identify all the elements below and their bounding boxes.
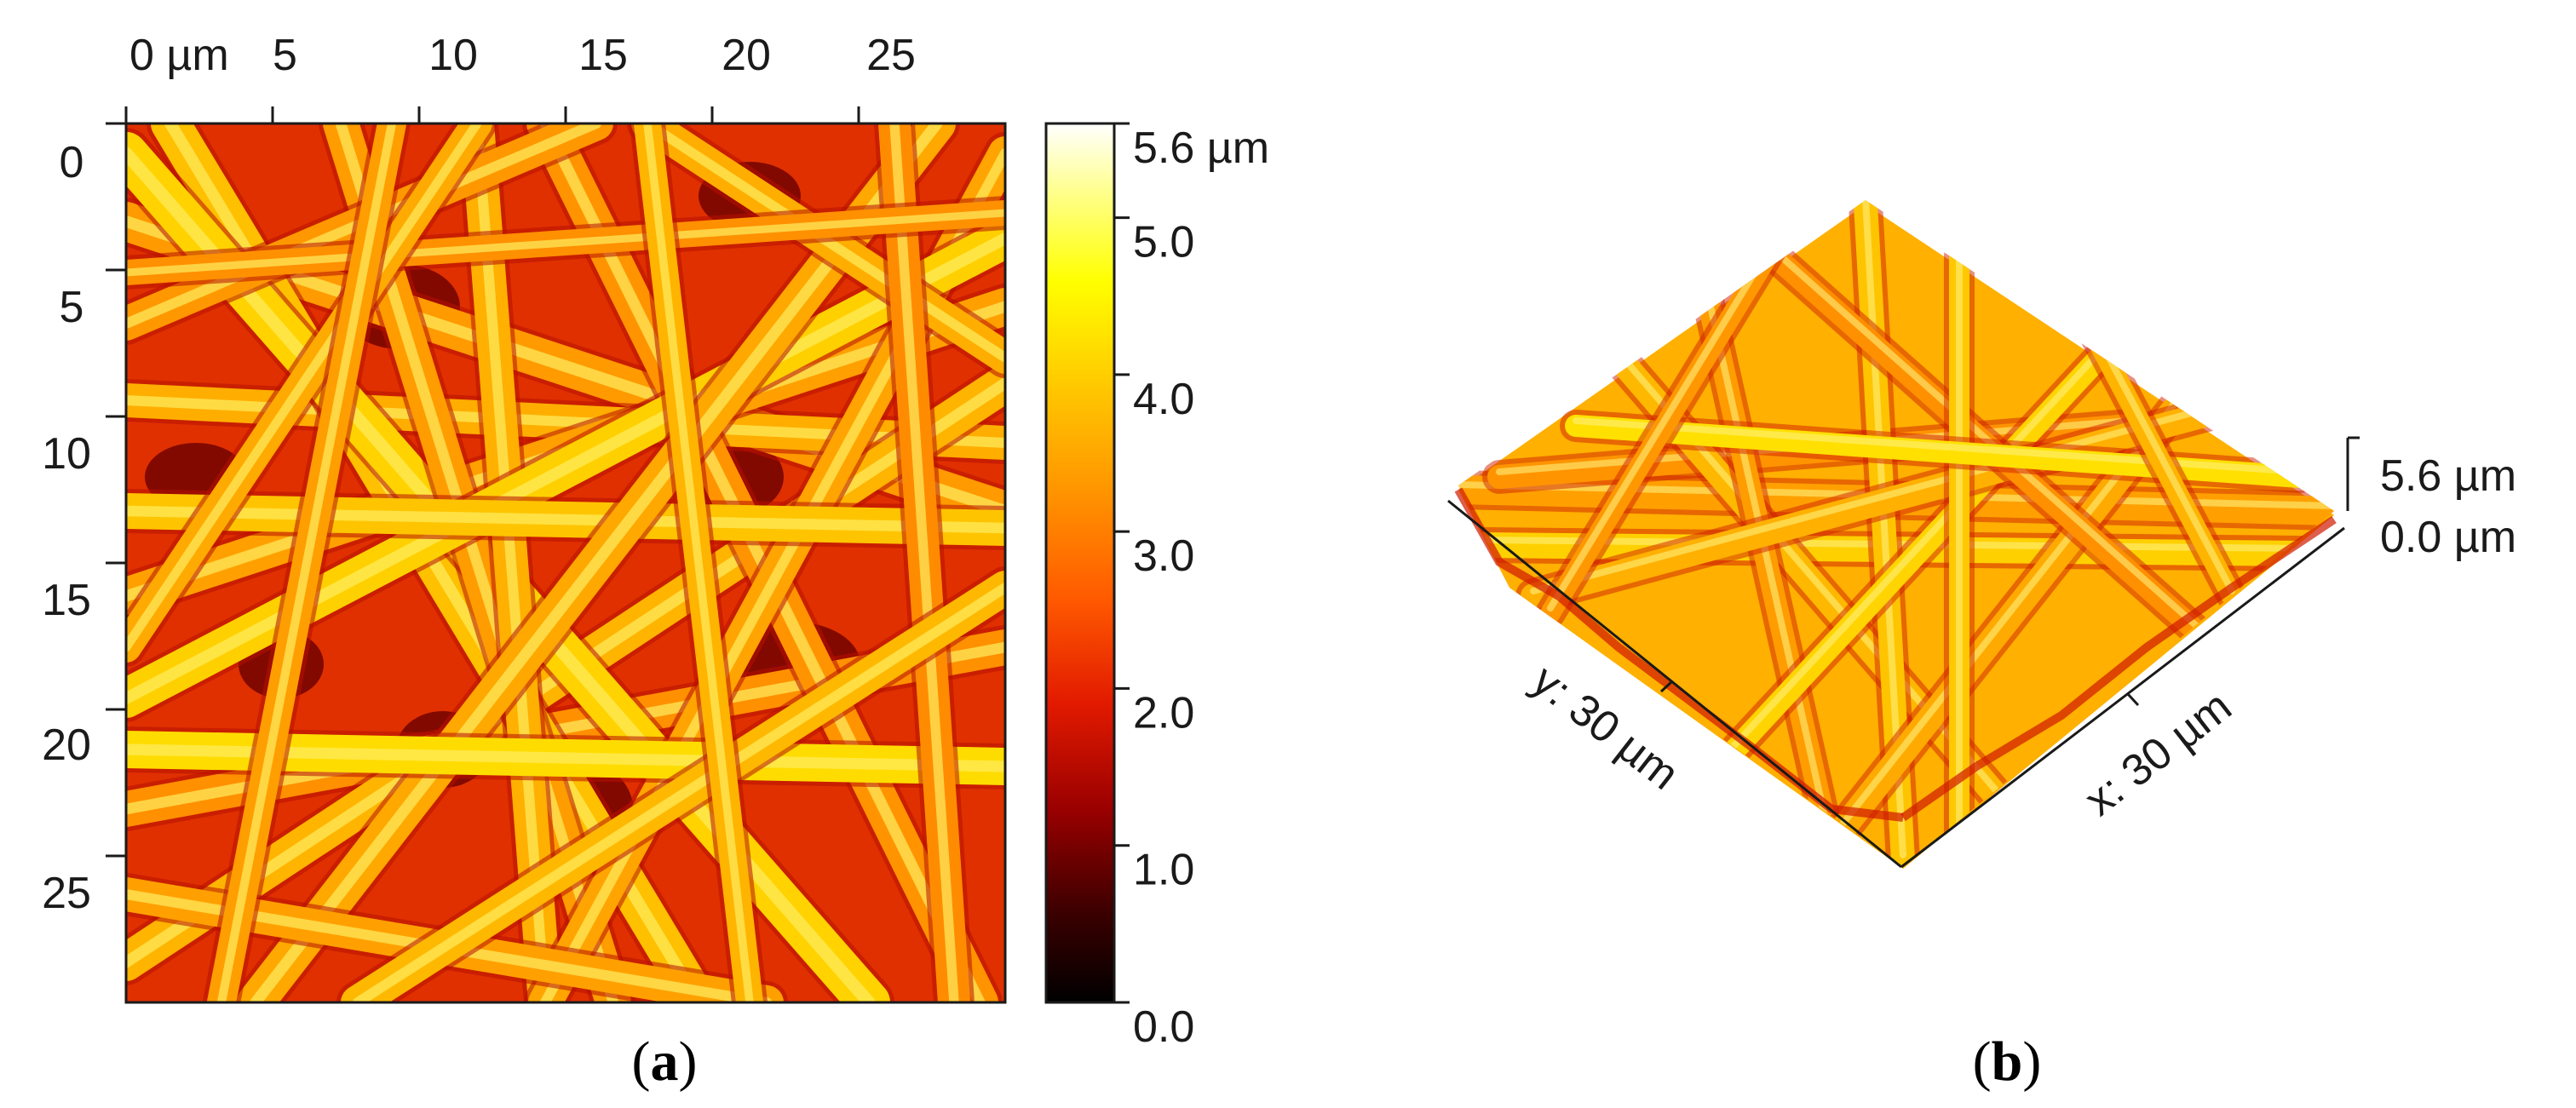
colorbar: 5.6 µm 5.0 4.0 3.0 2.0 1.0 0.0 (1044, 122, 1269, 1052)
y-axis (106, 122, 126, 858)
caption-a: (a) (632, 1030, 698, 1093)
colorbar-tick-label: 4.0 (1133, 375, 1194, 424)
colorbar-tick-label: 5.6 µm (1133, 123, 1269, 173)
x-tick-label: 10 (428, 31, 478, 80)
x-tick-label: 20 (722, 31, 771, 80)
caption-b: (b) (1973, 1030, 2042, 1093)
colorbar-tick-label: 3.0 (1133, 531, 1194, 581)
panel-a: 0 µm 5 10 15 20 25 0 5 10 15 20 25 5.6 µ… (42, 31, 1269, 1093)
y-tick-label: 0 (60, 138, 84, 187)
y-tick-label: 5 (60, 283, 84, 332)
z-max-label: 5.6 µm (2380, 451, 2516, 501)
colorbar-tick-label: 5.0 (1133, 218, 1194, 267)
x-tick-label: 15 (578, 31, 628, 80)
y-tick-label: 10 (42, 429, 91, 479)
afm-height-map (126, 123, 1005, 1002)
colorbar-tick-label: 2.0 (1133, 688, 1194, 738)
y-tick-label: 25 (42, 869, 91, 918)
panel-b: y: 30 µm x: 30 µm 5.6 µm 0.0 µm (b) (1447, 200, 2516, 1093)
3d-axes (1447, 436, 2360, 869)
y-tick-label: 15 (42, 576, 91, 625)
colorbar-tick-label: 1.0 (1133, 846, 1194, 895)
colorbar-tick-label: 0.0 (1133, 1002, 1194, 1052)
x-tick-label: 25 (866, 31, 916, 80)
x-axis (124, 106, 860, 123)
y-tick-label: 20 (42, 720, 91, 770)
x-tick-label: 0 µm (129, 31, 229, 80)
x-tick-label: 5 (273, 31, 297, 80)
afm-3d-surface (1454, 200, 2337, 869)
z-min-label: 0.0 µm (2380, 513, 2516, 562)
